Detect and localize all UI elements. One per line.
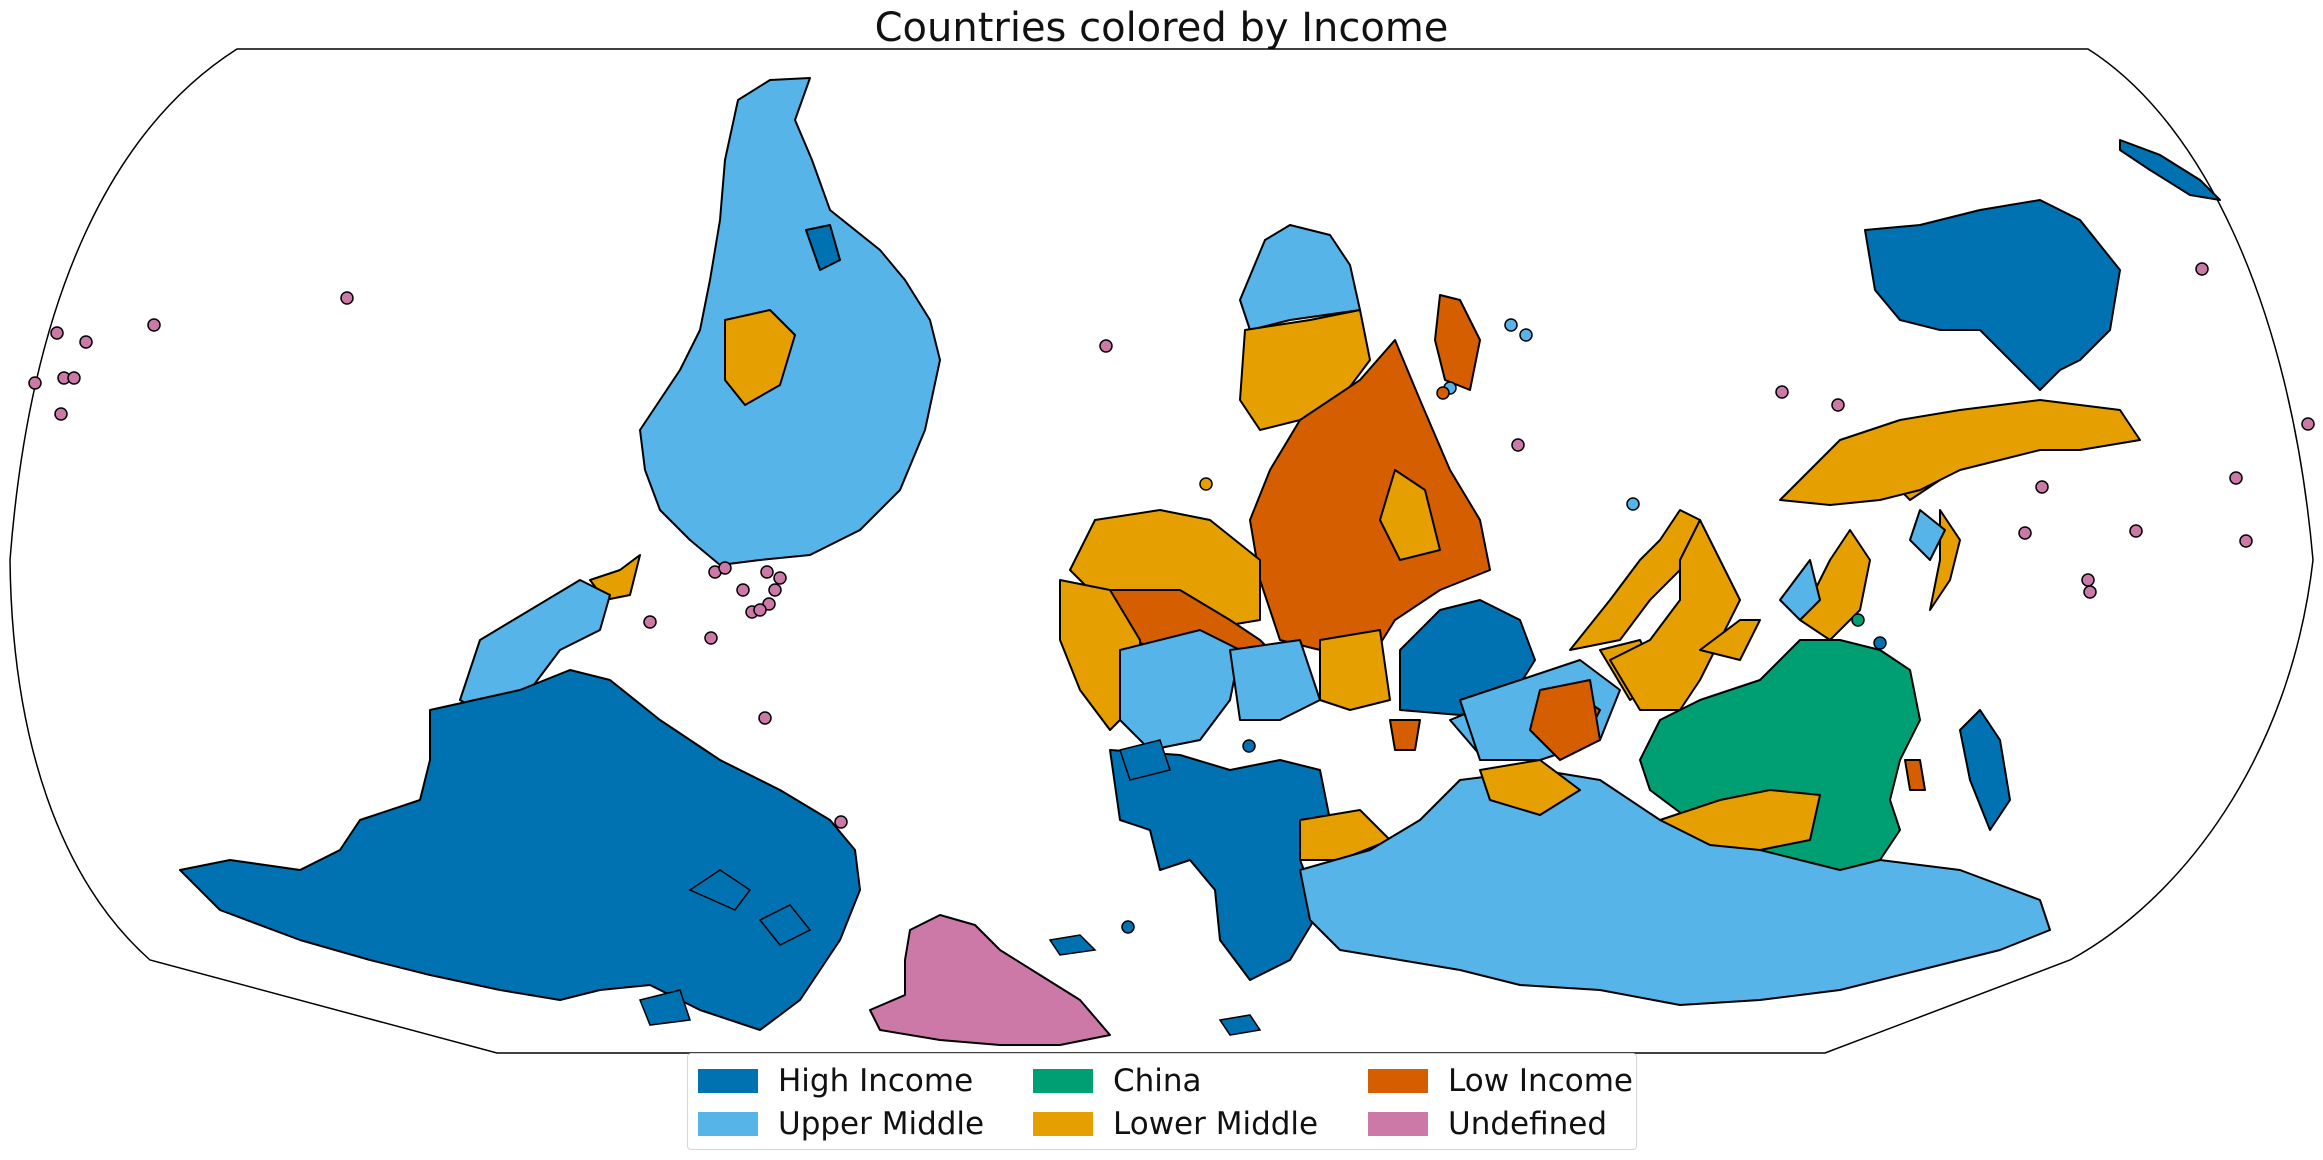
greenland bbox=[869, 914, 1111, 1046]
country-lower-middle bbox=[1379, 469, 1441, 561]
country-lower-middle bbox=[1319, 629, 1391, 711]
country-lower-middle bbox=[1929, 509, 1961, 611]
legend-label: China bbox=[1113, 1063, 1202, 1099]
country-low-income bbox=[1529, 679, 1601, 761]
legend-label: High Income bbox=[778, 1063, 974, 1099]
legend-item-high-income: High Income bbox=[698, 1061, 973, 1101]
country-high-income bbox=[1109, 749, 1331, 981]
island bbox=[1218, 1014, 1262, 1036]
country-high-income bbox=[805, 224, 841, 271]
new-zealand bbox=[2119, 139, 2221, 201]
mongolia bbox=[1659, 789, 1821, 851]
legend-item-low-income: Low Income bbox=[1368, 1061, 1633, 1101]
country-low-income bbox=[1249, 339, 1491, 661]
country-upper-middle bbox=[639, 77, 941, 566]
legend-swatch bbox=[698, 1069, 758, 1093]
legend-label: Lower Middle bbox=[1113, 1106, 1319, 1142]
country-high-income bbox=[179, 669, 861, 1031]
country-lower-middle bbox=[1799, 529, 1871, 641]
legend-label: Undefined bbox=[1448, 1106, 1608, 1142]
indonesia bbox=[1779, 399, 2141, 506]
island bbox=[758, 904, 812, 946]
australia bbox=[1864, 199, 2121, 391]
legend-item-upper-middle: Upper Middle bbox=[698, 1104, 984, 1144]
island bbox=[638, 989, 692, 1026]
country-upper-middle bbox=[1119, 629, 1241, 751]
legend-item-lower-middle: Lower Middle bbox=[1033, 1104, 1318, 1144]
island bbox=[1119, 739, 1171, 781]
territory-markers bbox=[28, 262, 2315, 934]
legend-swatch bbox=[1033, 1112, 1093, 1136]
country-upper-middle bbox=[1229, 639, 1321, 721]
legend-swatch bbox=[1033, 1069, 1093, 1093]
map-title: Countries colored by Income bbox=[874, 5, 1449, 51]
legend: High Income China Low Income Upper Middl… bbox=[687, 1053, 1637, 1150]
india bbox=[1609, 519, 1741, 711]
korea bbox=[1904, 759, 1926, 791]
legend-swatch bbox=[1368, 1112, 1428, 1136]
country-lower-middle bbox=[1569, 509, 1701, 651]
country-lower-middle bbox=[1699, 619, 1761, 661]
country-upper-middle bbox=[1779, 559, 1821, 621]
legend-label: Upper Middle bbox=[778, 1106, 985, 1142]
country-lower-middle bbox=[724, 309, 796, 406]
madagascar bbox=[1434, 294, 1481, 391]
island bbox=[1048, 934, 1097, 956]
japan bbox=[1959, 709, 2011, 831]
island bbox=[688, 869, 752, 911]
legend-label: Low Income bbox=[1448, 1063, 1633, 1099]
legend-item-china: China bbox=[1033, 1061, 1202, 1101]
country-lower-middle bbox=[1479, 759, 1581, 816]
legend-swatch bbox=[1368, 1069, 1428, 1093]
country-lower-middle bbox=[1299, 809, 1391, 861]
legend-item-undefined: Undefined bbox=[1368, 1104, 1607, 1144]
legend-swatch bbox=[698, 1112, 758, 1136]
country-low-income bbox=[1389, 719, 1421, 751]
country-upper-middle bbox=[1909, 509, 1946, 561]
